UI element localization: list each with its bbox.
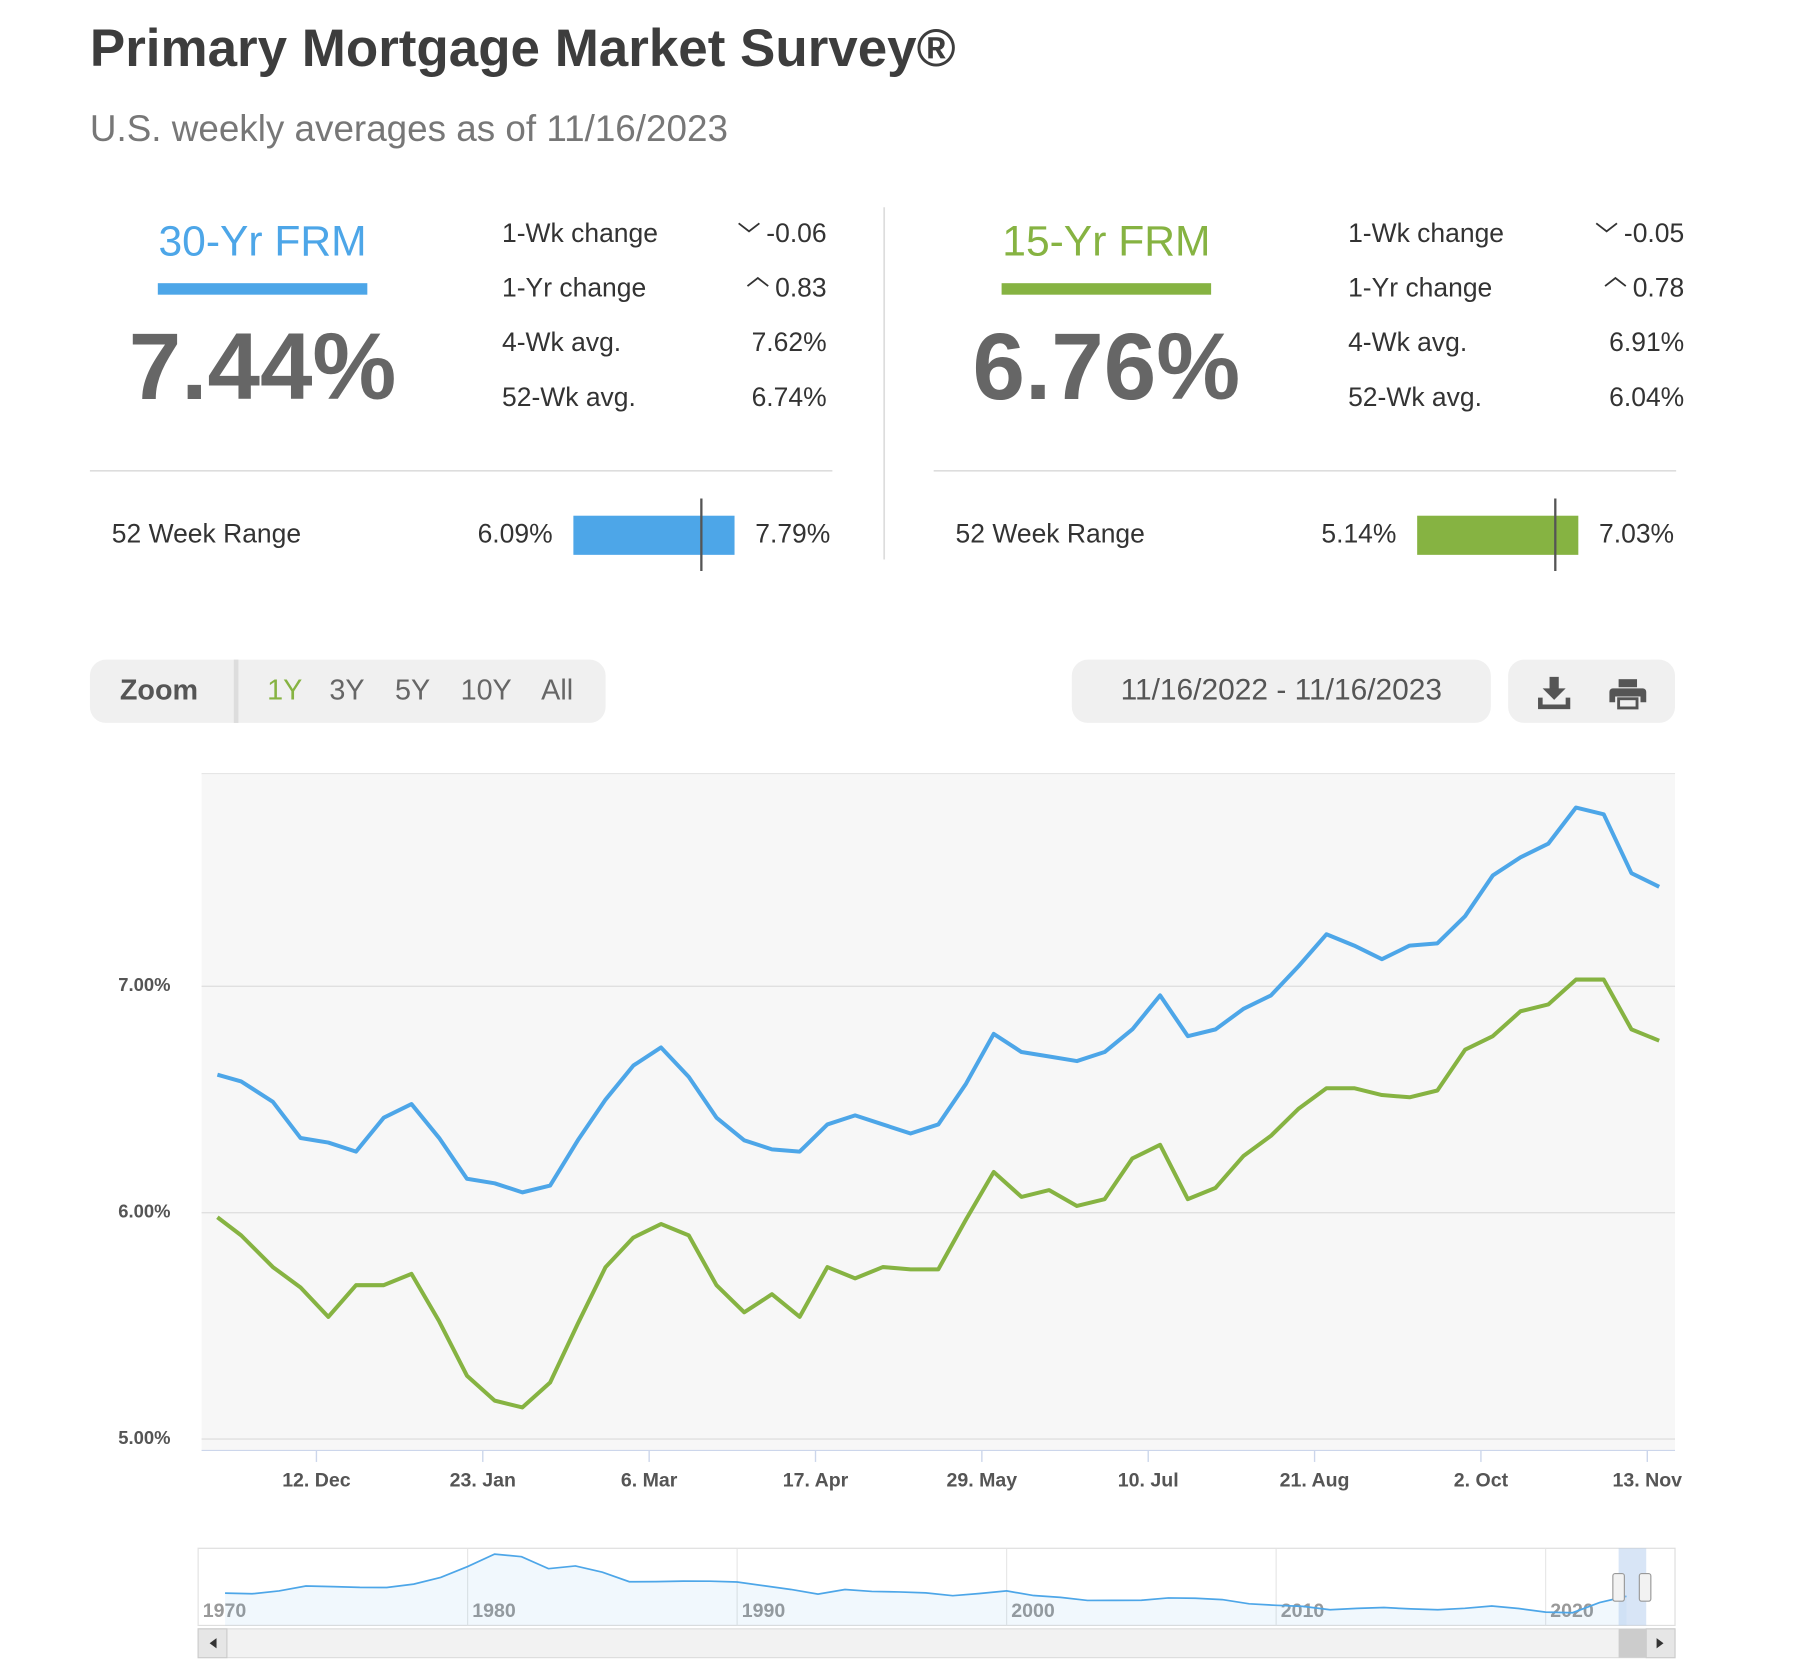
navigator-handle-left[interactable] xyxy=(1612,1573,1625,1602)
scroll-thumb[interactable] xyxy=(1618,1628,1647,1658)
stat-label: 52-Wk avg. xyxy=(1348,382,1482,412)
plot-area xyxy=(201,773,1676,1451)
range-high: 7.79% xyxy=(755,518,830,548)
card-rate: 6.76% xyxy=(973,315,1241,420)
stat-value: 6.04% xyxy=(1609,382,1684,412)
card-underline xyxy=(157,283,368,295)
change-arrow-down xyxy=(738,222,760,233)
x-tick-label: 13. Nov xyxy=(1613,1470,1683,1492)
x-tick-label: 29. May xyxy=(947,1470,1018,1492)
zoom-separator xyxy=(233,659,239,723)
x-tick-label: 12. Dec xyxy=(282,1470,351,1492)
stat-value: 0.83 xyxy=(775,273,827,303)
stat-value: 7.62% xyxy=(752,327,827,357)
navigator-frame xyxy=(197,1547,1676,1626)
card-title: 15-Yr FRM xyxy=(1002,217,1210,265)
stat-label: 52-Wk avg. xyxy=(502,382,636,412)
range-label: 52 Week Range xyxy=(112,518,301,548)
page-subtitle: U.S. weekly averages as of 11/16/2023 xyxy=(90,108,728,149)
x-tick-label: 17. Apr xyxy=(783,1470,849,1492)
stat-label: 1-Wk change xyxy=(502,218,658,248)
scroll-right-button[interactable] xyxy=(1645,1628,1676,1659)
stat-label: 1-Yr change xyxy=(502,273,646,303)
scroll-left-arrow xyxy=(209,1638,217,1649)
zoom-button[interactable]: 5Y xyxy=(395,674,430,706)
page-title: Primary Mortgage Market Survey® xyxy=(90,19,956,78)
series-line xyxy=(216,977,1660,1410)
date-range[interactable]: 11/16/2022 - 11/16/2023 xyxy=(1121,674,1442,707)
stat-value: -0.05 xyxy=(1624,218,1684,248)
navigator-scrollbar[interactable] xyxy=(197,1628,1676,1659)
range-label: 52 Week Range xyxy=(956,518,1145,548)
scroll-right-arrow xyxy=(1656,1638,1664,1649)
navigator-area xyxy=(225,1554,1627,1626)
x-tick-label: 10. Jul xyxy=(1118,1470,1179,1492)
range-low: 6.09% xyxy=(478,518,553,548)
card-underline xyxy=(1001,283,1212,295)
x-tick-label: 6. Mar xyxy=(621,1470,678,1492)
navigator-line xyxy=(225,1553,1627,1614)
export-group xyxy=(1508,659,1676,723)
navigator-tick-label: 1970 xyxy=(203,1600,247,1622)
card-title: 30-Yr FRM xyxy=(158,217,366,265)
y-tick-label: 6.00% xyxy=(118,1201,170,1222)
navigator-tick-label: 1990 xyxy=(742,1600,786,1622)
print-icon[interactable] xyxy=(1609,679,1647,710)
range-low: 5.14% xyxy=(1321,518,1396,548)
download-icon[interactable] xyxy=(1538,676,1571,710)
stat-label: 4-Wk avg. xyxy=(1348,327,1467,357)
stat-value: 6.74% xyxy=(752,382,827,412)
zoom-button[interactable]: All xyxy=(541,674,573,706)
zoom-group xyxy=(89,659,606,723)
zoom-button[interactable]: 10Y xyxy=(461,674,512,706)
navigator-tick-label: 2000 xyxy=(1011,1600,1055,1622)
stat-label: 1-Yr change xyxy=(1348,273,1492,303)
change-arrow-up xyxy=(746,276,769,287)
x-tick-label: 21. Aug xyxy=(1280,1470,1350,1492)
range-high: 7.03% xyxy=(1599,518,1674,548)
change-arrow-down xyxy=(1595,222,1618,233)
x-tick-label: 23. Jan xyxy=(450,1470,516,1492)
y-tick-label: 5.00% xyxy=(118,1427,170,1448)
y-tick-label: 7.00% xyxy=(118,974,170,995)
series-line xyxy=(216,805,1661,1195)
stat-value: 0.78 xyxy=(1633,273,1685,303)
change-arrow-up xyxy=(1604,276,1627,287)
date-range-box[interactable] xyxy=(1071,659,1491,723)
stat-label: 4-Wk avg. xyxy=(502,327,621,357)
navigator-tick-label: 1980 xyxy=(472,1600,516,1622)
range-bar xyxy=(1417,515,1579,555)
plot-layer: 5.00% 6.00% 7.00% 12. Dec 23. Jan 6. Mar 17. A… xyxy=(118,805,1683,1626)
navigator-tick-label: 2020 xyxy=(1550,1600,1594,1622)
navigator-handle-right[interactable] xyxy=(1638,1573,1652,1602)
stat-label: 1-Wk change xyxy=(1348,218,1504,248)
zoom-button[interactable]: 1Y xyxy=(267,674,302,706)
stat-value: 6.91% xyxy=(1609,327,1684,357)
zoom-label: Zoom xyxy=(120,674,198,706)
range-bar xyxy=(573,515,735,555)
zoom-button[interactable]: 3Y xyxy=(329,674,364,706)
stat-value: -0.06 xyxy=(766,218,826,248)
card-rate: 7.44% xyxy=(129,315,397,420)
x-tick-label: 2. Oct xyxy=(1454,1470,1509,1492)
